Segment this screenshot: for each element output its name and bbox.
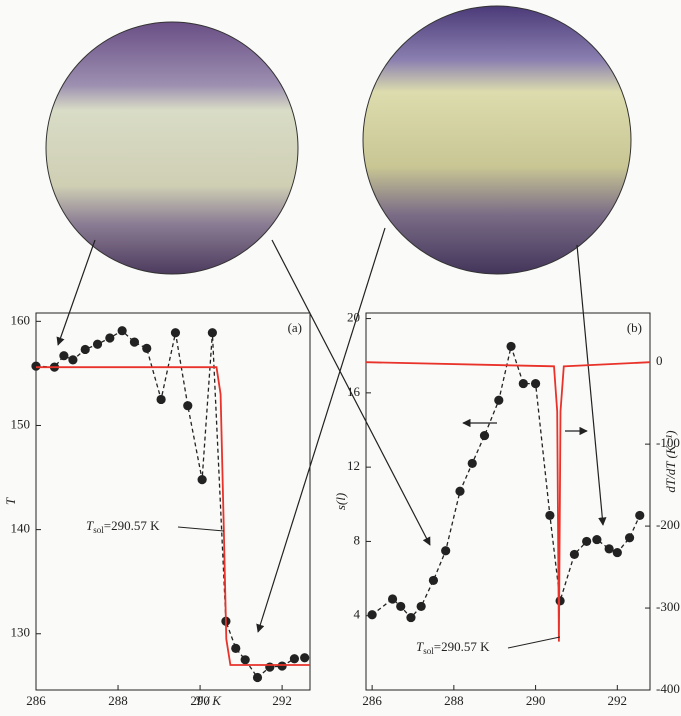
photo-b [363,6,631,274]
data-point [118,326,127,335]
data-point [388,594,397,603]
arrows [58,228,603,632]
y-tick-label: 140 [11,521,31,536]
y-tick-label: 12 [347,458,360,473]
y2-tick-label: 0 [656,353,663,368]
series-line [36,367,310,665]
x-tick-label: 292 [608,693,628,708]
data-point [531,379,540,388]
data-point [519,379,528,388]
data-point [468,459,477,468]
panel-label: (a) [288,320,302,335]
data-point [208,328,217,337]
y2-tick-label: -200 [656,517,680,532]
x-tick-label: 288 [108,693,128,708]
data-point [93,340,102,349]
data-point [441,546,450,555]
x-tick-label: 290 [526,693,546,708]
data-point [31,362,40,371]
data-point [613,548,622,557]
data-point [157,395,166,404]
data-point [68,355,77,364]
annotation-value: =290.57 K [434,639,490,654]
data-point [183,401,192,410]
data-point [494,396,503,405]
data-point [417,602,426,611]
data-point [278,661,287,670]
annotation-pointer [508,637,560,648]
panel-label: (b) [627,320,642,335]
y-tick-label: 130 [11,625,31,640]
data-point [171,328,180,337]
data-point [396,602,405,611]
data-point [368,610,377,619]
annotation: Tsol=290.57 K [86,518,160,535]
photo-a [46,22,298,274]
data-point [455,487,464,496]
data-point [506,342,515,351]
data-point [545,511,554,520]
data-point [605,544,614,553]
y-tick-label: 8 [354,532,361,547]
data-point [241,655,250,664]
data-point [406,613,415,622]
arrow [577,245,603,525]
data-point [105,333,114,342]
data-point [231,644,240,653]
data-point [265,662,274,671]
data-point [635,511,644,520]
y-tick-label: 4 [354,607,361,622]
y2-axis-label: dT/dT (K⁻¹) [663,430,678,492]
data-point [81,345,90,354]
page: {"chart_data": [ {"type": "line", "panel… [0,0,681,711]
annotation-subscript: sol [423,646,434,656]
data-point [429,576,438,585]
data-point [253,673,262,682]
y-tick-label: 160 [11,312,31,327]
y-tick-label: 16 [347,384,361,399]
data-point [142,344,151,353]
data-point [570,550,579,559]
annotation-subscript: sol [93,525,104,535]
annotation-value: =290.57 K [104,518,160,533]
figure: 286288290292130140150160(a)T / KTTsol=29… [0,0,681,711]
plot-frame [366,313,650,690]
x-axis-label: T / K [195,693,222,708]
data-point [59,351,68,360]
data-point [480,431,489,440]
annotation: Tsol=290.57 K [416,639,490,656]
x-tick-label: 286 [362,693,382,708]
arrow [58,240,95,345]
y-tick-label: 150 [11,416,31,431]
y-axis-label: T [3,497,18,505]
y2-tick-label: -400 [656,681,680,696]
x-tick-label: 292 [272,693,292,708]
data-point [198,475,207,484]
series-line [36,331,305,678]
data-point [130,338,139,347]
data-point [582,537,591,546]
x-tick-label: 286 [26,693,46,708]
data-point [300,653,309,662]
series-line [366,362,650,641]
y-tick-label: 20 [347,310,360,325]
data-point [290,654,299,663]
data-point [592,535,601,544]
data-point [625,533,634,542]
x-tick-label: 288 [444,693,464,708]
series-line [372,346,640,617]
plot-frame [36,313,310,690]
annotation-pointer [178,527,224,531]
y-axis-label: s(l) [333,493,348,510]
y2-tick-label: -300 [656,599,680,614]
